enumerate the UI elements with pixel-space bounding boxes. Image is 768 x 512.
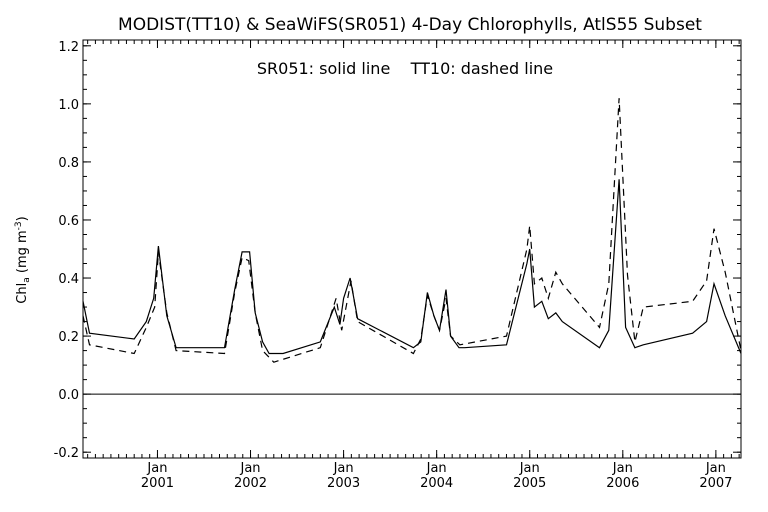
y-tick-label: 0.6 (58, 214, 79, 229)
x-tick-month-label: Jan (146, 461, 167, 476)
series-line-sr051 (82, 179, 742, 355)
x-tick-month-label: Jan (519, 461, 540, 476)
x-tick-month-label: Jan (705, 461, 726, 476)
y-axis-label: Chla (mg m-3) (14, 216, 32, 303)
x-tick-year-label: 2007 (699, 476, 732, 491)
x-tick-year-label: 2006 (606, 476, 639, 491)
y-tick-label: 1.2 (58, 40, 79, 55)
x-tick-month-label: Jan (240, 461, 261, 476)
series-line-tt10 (82, 98, 742, 363)
x-tick-year-label: 2002 (234, 476, 267, 491)
series-legend-note: SR051: solid line TT10: dashed line (257, 59, 553, 78)
plot-axes: -0.20.00.20.40.60.81.01.2Jan2001Jan2002J… (54, 39, 742, 491)
y-tick-label: 0.8 (58, 156, 79, 171)
x-tick-year-label: 2005 (513, 476, 546, 491)
x-tick-month-label: Jan (426, 461, 447, 476)
x-tick-year-label: 2001 (141, 476, 174, 491)
x-tick-year-label: 2004 (420, 476, 453, 491)
y-tick-label: 1.0 (58, 98, 79, 113)
chart-title: MODIST(TT10) & SeaWiFS(SR051) 4-Day Chlo… (118, 15, 702, 35)
y-tick-label: 0.4 (58, 272, 79, 287)
y-tick-label: -0.2 (54, 446, 79, 461)
x-tick-month-label: Jan (333, 461, 354, 476)
series-lines (82, 98, 742, 363)
x-tick-year-label: 2003 (327, 476, 360, 491)
y-tick-label: 0.0 (58, 388, 79, 403)
y-tick-label: 0.2 (58, 330, 79, 345)
plot-frame (82, 39, 742, 459)
x-tick-month-label: Jan (612, 461, 633, 476)
